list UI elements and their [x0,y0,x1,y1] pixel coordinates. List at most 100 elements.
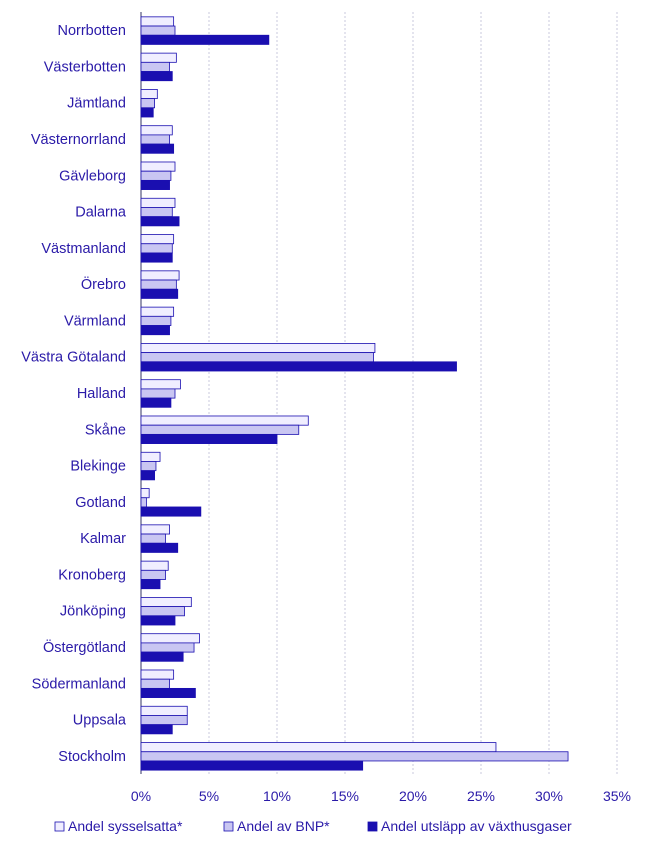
category-label: Örebro [81,275,126,293]
bar-gdp [140,461,157,472]
bar-employment [140,524,170,535]
category-label: Östergötland [43,638,126,656]
bar-emissions [140,361,457,372]
bar-gdp [140,25,176,36]
bar-gdp [140,279,177,290]
category-label: Stockholm [58,749,126,765]
bar-gdp [140,207,173,218]
bar-emissions [140,433,278,444]
bar-emissions [140,216,180,227]
legend-swatch [54,821,65,832]
bar-emissions [140,397,172,408]
category-label: Skåne [85,422,126,438]
bar-employment [140,633,200,644]
bar-employment [140,234,175,245]
legend-label: Andel av BNP* [237,818,330,834]
category-label: Västmanland [41,241,126,257]
category-label: Gävleborg [59,168,126,184]
bar-emissions [140,107,154,118]
bar-gdp [140,533,166,544]
bar-emissions [140,470,155,481]
bar-employment [140,488,150,499]
bar-employment [140,125,173,136]
bar-gdp [140,497,147,508]
bar-employment [140,343,376,354]
bar-employment [140,597,192,608]
category-label: Uppsala [73,713,127,729]
bar-emissions [140,143,175,154]
category-label: Västernorrland [31,132,126,148]
category-label: Jönköping [60,604,126,620]
bar-gdp [140,751,569,762]
bar-emissions [140,288,179,299]
category-label: Halland [77,386,126,402]
gridlines [140,12,618,774]
bar-emissions [140,724,173,735]
bar-gdp [140,315,172,326]
legend-label: Andel utsläpp av växthusgaser [381,818,572,834]
bar-emissions [140,506,202,517]
bar-gdp [140,134,170,145]
bar-emissions [140,687,196,698]
bar-emissions [140,760,364,771]
x-tick-label: 10% [263,788,291,804]
bar-employment [140,16,175,27]
category-label: Dalarna [75,205,127,221]
bar-gdp [140,424,300,435]
category-label: Södermanland [32,676,126,692]
bar-emissions [140,542,179,553]
x-tick-label: 35% [603,788,631,804]
bar-employment [140,669,175,680]
legend-swatch [367,821,378,832]
bar-gdp [140,243,173,254]
x-tick-label: 5% [199,788,219,804]
category-label: Blekinge [70,459,126,475]
bar-employment [140,161,176,172]
bar-employment [140,52,177,63]
category-label: Gotland [75,495,126,511]
x-tick-labels: 0% 5% 10% 15% 20% 25% 30% 35% [131,788,631,804]
bar-gdp [140,170,172,181]
bar-gdp [140,352,374,363]
bar-employment [140,415,309,426]
bar-gdp [140,388,176,399]
bar-gdp [140,642,195,653]
bar-gdp [140,61,170,72]
category-label: Kronoberg [58,567,126,583]
bar-employment [140,451,161,462]
bar-emissions [140,179,170,190]
legend: Andel sysselsatta* Andel av BNP* Andel uts… [54,818,572,834]
category-label: Kalmar [80,531,126,547]
bar-employment [140,560,169,571]
legend-swatch [223,821,234,832]
bar-employment [140,89,158,100]
bar-gdp [140,98,155,109]
bar-emissions [140,651,184,662]
category-label: Norrbotten [57,23,126,39]
bars [140,16,569,771]
bar-employment [140,705,188,716]
x-tick-label: 25% [467,788,495,804]
bar-gdp [140,678,170,689]
category-label: Västerbotten [44,59,126,75]
bar-employment [140,197,176,208]
bar-emissions [140,34,270,45]
bar-emissions [140,252,173,263]
bar-gdp [140,606,185,617]
bar-employment [140,270,180,281]
bar-gdp [140,569,166,580]
bar-employment [140,379,181,390]
bar-emissions [140,325,170,336]
bar-emissions [140,615,176,626]
category-labels: Norrbotten Västerbotten Jämtland Västernorr… [21,23,127,765]
x-tick-label: 15% [331,788,359,804]
bar-gdp [140,715,188,726]
x-tick-label: 0% [131,788,151,804]
bar-emissions [140,579,161,590]
legend-label: Andel sysselsatta* [68,818,183,834]
category-label: Värmland [64,313,126,329]
x-tick-label: 20% [399,788,427,804]
category-label: Jämtland [67,96,126,112]
x-tick-label: 30% [535,788,563,804]
